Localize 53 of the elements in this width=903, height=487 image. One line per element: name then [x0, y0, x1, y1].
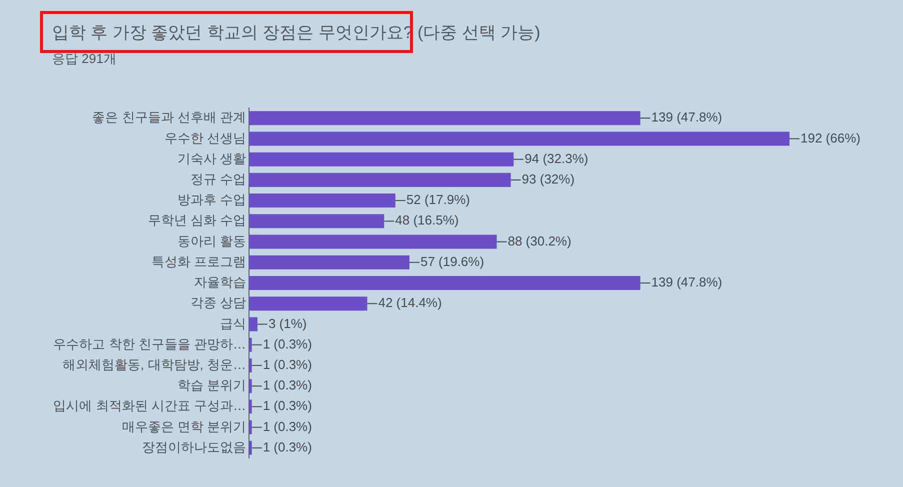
bar: [249, 255, 410, 270]
y-tick-label: 학습 분위기: [177, 378, 246, 393]
bar: [249, 194, 396, 208]
y-tick-label: 방과후 수업: [177, 192, 246, 208]
data-label: 139 (47.8%): [651, 274, 722, 290]
bar: [249, 132, 790, 146]
bar: [249, 358, 252, 372]
data-label: 42 (14.4%): [378, 295, 442, 310]
data-label: 88 (30.2%): [508, 233, 572, 248]
data-label: 139 (47.8%): [651, 110, 722, 125]
bar: [249, 296, 368, 311]
data-label: 192 (66%): [800, 130, 860, 146]
data-label: 1 (0.3%): [262, 357, 312, 372]
y-tick-label: 정규 수업: [190, 172, 246, 187]
y-tick-label: 각종 상담: [190, 295, 246, 310]
data-label: 3 (1%): [268, 316, 307, 331]
y-tick-label: 무학년 심화 수업: [148, 212, 246, 228]
bar: [249, 152, 514, 166]
bar: [249, 338, 252, 352]
bar: [249, 234, 497, 249]
data-label: 57 (19.6%): [420, 254, 484, 269]
y-tick-label: 해외체험활동, 대학탐방, 청운…: [62, 357, 246, 372]
y-tick-label: 장점이하나도없음: [142, 439, 246, 454]
data-label: 1 (0.3%): [262, 398, 312, 414]
data-label: 94 (32.3%): [524, 150, 588, 166]
y-tick-label: 좋은 친구들과 선후배 관계: [92, 110, 246, 125]
data-label: 1 (0.3%): [262, 336, 312, 352]
bar: [249, 440, 252, 455]
bar: [249, 214, 384, 228]
y-tick-label: 입시에 최적화된 시간표 구성과…: [53, 398, 246, 414]
bar: [249, 111, 640, 126]
data-label: 52 (17.9%): [406, 192, 470, 208]
bar: [249, 400, 252, 414]
data-label: 1 (0.3%): [262, 439, 312, 454]
y-tick-label: 우수한 선생님: [164, 130, 246, 146]
bar: [249, 379, 252, 394]
data-label: 93 (32%): [522, 172, 575, 187]
chart-title: 입학 후 가장 좋았던 학교의 장점은 무엇인가요? (다중 선택 가능): [52, 22, 540, 44]
bar: [249, 420, 252, 434]
bar: [249, 317, 258, 332]
data-label: 1 (0.3%): [262, 378, 312, 393]
y-tick-label: 동아리 활동: [177, 233, 246, 248]
y-tick-label: 매우좋은 면학 분위기: [122, 418, 246, 434]
y-tick-label: 우수하고 착한 친구들을 관망하…: [53, 336, 246, 352]
data-label: 48 (16.5%): [395, 212, 459, 228]
text: 응답 291개: [52, 50, 116, 68]
data-label: 1 (0.3%): [262, 418, 312, 434]
bar: [249, 276, 640, 290]
y-tick-label: 급식: [220, 316, 246, 331]
y-tick-label: 특성화 프로그램: [151, 254, 246, 269]
y-tick-label: 기숙사 생활: [177, 150, 246, 166]
bar: [249, 172, 511, 187]
y-tick-label: 자율학습: [194, 274, 246, 290]
